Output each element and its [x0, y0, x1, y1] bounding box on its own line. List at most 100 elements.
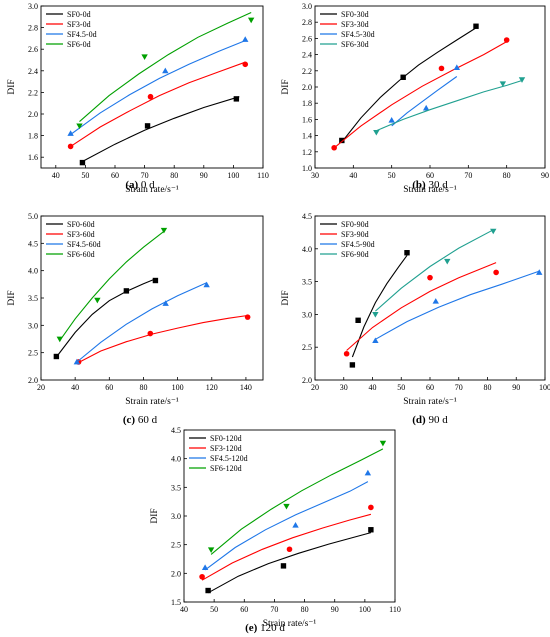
data-point: [73, 358, 81, 365]
data-point: [207, 547, 215, 554]
fit-curve: [333, 41, 507, 149]
fit-curve: [346, 262, 497, 351]
legend-entry: SF0-90d: [341, 220, 369, 229]
y-tick-label: 1.2: [302, 148, 312, 157]
y-tick-label: 3.0: [302, 2, 312, 11]
data-point: [247, 17, 255, 24]
data-point: [355, 317, 361, 324]
caption-label: (a): [125, 179, 138, 191]
caption-label: (d): [412, 414, 426, 426]
x-tick-label: 60: [426, 383, 434, 392]
y-tick-label: 1.0: [302, 164, 312, 173]
plot-frame: [40, 5, 264, 169]
legend-entry: SF3-30d: [341, 20, 369, 29]
data-point: [373, 129, 380, 136]
x-tick-label: 90: [541, 171, 549, 180]
caption-label: (c): [123, 414, 136, 426]
legend-entry: SF6-90d: [341, 250, 369, 259]
legend-entry: SF6-60d: [67, 250, 95, 259]
data-point: [162, 300, 169, 306]
y-tick-label: 1.6: [28, 153, 38, 162]
y-tick-label: 2.5: [28, 349, 38, 358]
data-point: [244, 314, 251, 320]
data-point: [162, 67, 169, 74]
y-tick-label: 2.2: [302, 67, 312, 76]
data-point: [242, 61, 249, 68]
data-point: [141, 54, 148, 60]
x-tick-label: 30: [311, 171, 319, 180]
x-tick-label: 90: [512, 383, 520, 392]
y-tick-label: 3.0: [28, 321, 38, 330]
x-tick-label: 20: [311, 383, 319, 392]
panel-a: 40 50 60 70 80 90 100 110 1.6 1.8 2.0 2.2 2.4 2.6 2.8 3…: [7, 2, 269, 195]
y-tick-label: 1.8: [302, 99, 312, 108]
data-point: [499, 81, 507, 87]
fit-curve: [70, 61, 246, 147]
data-point: [147, 330, 154, 337]
fit-curve: [204, 481, 369, 571]
x-tick-label: 80: [503, 171, 511, 180]
legend-entry: SF4.5-120d: [210, 454, 248, 463]
panel-caption: (e) 120 d: [245, 622, 285, 634]
y-tick-label: 4.5: [171, 426, 181, 435]
y-tick-label: 4.5: [28, 239, 38, 248]
data-point: [199, 573, 205, 580]
panel-e: 40 50 60 70 80 90 100 110 1.5 2.0 2.5 3.0 3.5 4.0 4.5 S…: [150, 426, 401, 634]
fit-curve: [391, 76, 458, 127]
y-axis-title: DIF: [7, 79, 17, 94]
y-tick-label: 2.0: [302, 376, 312, 385]
y-tick-label: 2.8: [302, 18, 312, 27]
x-tick-label: 80: [139, 383, 147, 392]
data-point: [372, 312, 379, 318]
data-point: [379, 440, 387, 447]
data-point: [427, 274, 433, 281]
y-tick-label: 3.0: [171, 512, 181, 521]
data-point: [388, 117, 395, 123]
x-axis-title: Strain rate/s⁻¹: [263, 619, 317, 629]
data-point: [242, 36, 249, 42]
x-tick-label: 110: [257, 171, 269, 180]
panel-caption: (c) 60 d: [123, 414, 158, 426]
legend-entry: SF0-30d: [341, 10, 369, 19]
fit-curve: [79, 11, 252, 123]
data-point: [94, 297, 101, 304]
x-tick-label: 30: [340, 383, 348, 392]
data-point: [152, 277, 159, 284]
x-tick-label: 40: [180, 605, 188, 614]
fit-curve: [375, 229, 494, 312]
data-point: [503, 37, 510, 43]
data-point: [372, 337, 379, 344]
fit-curve: [82, 96, 240, 162]
data-point: [123, 288, 130, 294]
x-tick-label: 100: [227, 171, 239, 180]
y-axis-title: DIF: [281, 290, 291, 305]
x-tick-label: 50: [81, 171, 89, 180]
data-point: [473, 23, 479, 29]
x-tick-label: 80: [484, 383, 492, 392]
y-tick-label: 2.0: [28, 376, 38, 385]
legend-entry: SF3-90d: [341, 230, 369, 239]
legend-entry: SF4.5-60d: [67, 240, 101, 249]
data-point: [201, 564, 209, 570]
data-point: [160, 227, 168, 234]
fit-curve: [210, 448, 384, 555]
x-axis-title: Strain rate/s⁻¹: [403, 397, 457, 407]
y-tick-label: 5.0: [28, 212, 38, 221]
x-tick-label: 70: [455, 383, 463, 392]
y-tick-label: 4.0: [171, 455, 181, 464]
legend-entry: SF4.5-0d: [67, 30, 97, 39]
panel-b: 30 40 50 60 70 80 90 1.0 1.2 1.4 1.6 1.8 2.0 2.2 2.4 2.…: [281, 2, 549, 195]
y-tick-label: 4.0: [302, 245, 312, 254]
y-tick-label: 2.2: [28, 88, 38, 97]
x-tick-label: 60: [426, 171, 434, 180]
legend-entry: SF0-60d: [67, 220, 95, 229]
y-tick-label: 1.6: [302, 115, 312, 124]
y-tick-label: 1.4: [302, 132, 312, 141]
data-point: [53, 353, 60, 360]
caption-label: (b): [412, 179, 426, 191]
x-tick-label: 70: [270, 605, 278, 614]
x-axis-title: Strain rate/s⁻¹: [403, 185, 457, 195]
y-tick-label: 2.5: [171, 541, 181, 550]
caption-text: 0 d: [138, 179, 155, 191]
